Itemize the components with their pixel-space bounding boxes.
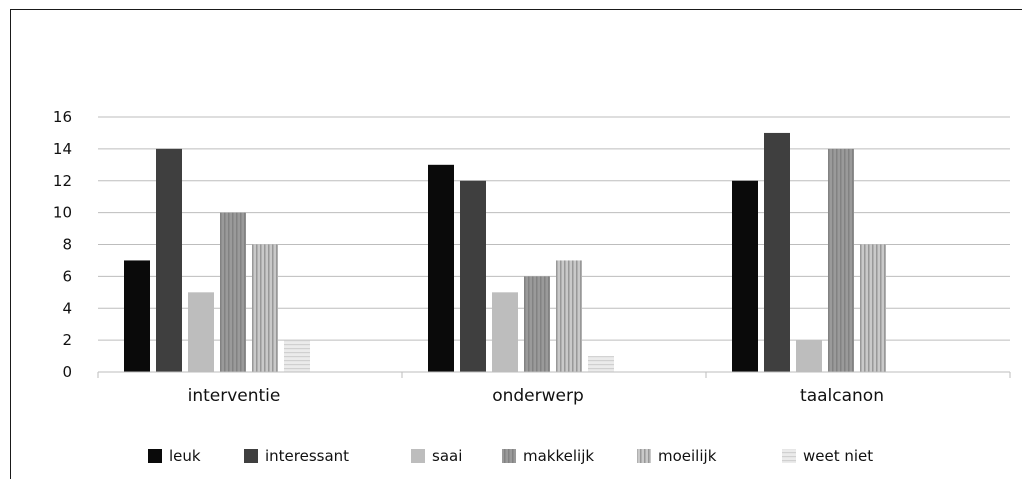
y-axis-ticks: 0 2 4 6 8 10 12 14 16	[53, 108, 72, 381]
legend-label-interessant: interessant	[265, 447, 349, 465]
y-tick-label: 6	[62, 267, 72, 285]
bar-taalcanon-saai	[796, 340, 822, 372]
bar-taalcanon-leuk	[732, 181, 758, 372]
bar-onderwerp-moeilijk	[556, 260, 582, 372]
bar-interventie-moeilijk	[252, 245, 278, 373]
y-tick-label: 16	[53, 108, 72, 126]
x-axis	[98, 372, 1010, 378]
legend: leuk interessant saai makkelijk moeilijk weet…	[148, 447, 873, 465]
y-tick-label: 8	[62, 236, 72, 254]
bar-interventie-weet-niet	[284, 340, 310, 372]
legend-swatch-leuk	[148, 449, 162, 463]
legend-swatch-weet-niet	[782, 449, 796, 463]
y-tick-label: 10	[53, 204, 72, 222]
category-label-taalcanon: taalcanon	[800, 386, 884, 406]
legend-swatch-saai	[411, 449, 425, 463]
bar-taalcanon-moeilijk	[860, 245, 886, 373]
bar-onderwerp-weet-niet	[588, 356, 614, 372]
legend-swatch-moeilijk	[637, 449, 651, 463]
bars	[124, 133, 886, 372]
bar-onderwerp-interessant	[460, 181, 486, 372]
bar-onderwerp-saai	[492, 292, 518, 372]
legend-label-weet-niet: weet niet	[803, 447, 873, 465]
bar-taalcanon-interessant	[764, 133, 790, 372]
y-tick-label: 12	[53, 172, 72, 190]
legend-label-leuk: leuk	[169, 447, 201, 465]
y-tick-label: 14	[53, 140, 72, 158]
bar-taalcanon-makkelijk	[828, 149, 854, 372]
bar-interventie-interessant	[156, 149, 182, 372]
legend-label-makkelijk: makkelijk	[523, 447, 594, 465]
legend-label-moeilijk: moeilijk	[658, 447, 717, 465]
bar-interventie-saai	[188, 292, 214, 372]
y-tick-label: 4	[62, 299, 72, 317]
legend-swatch-makkelijk	[502, 449, 516, 463]
category-label-interventie: interventie	[188, 386, 281, 406]
bar-interventie-leuk	[124, 260, 150, 372]
bar-interventie-makkelijk	[220, 213, 246, 372]
category-label-onderwerp: onderwerp	[492, 386, 584, 406]
bar-onderwerp-makkelijk	[524, 276, 550, 372]
bar-onderwerp-leuk	[428, 165, 454, 372]
y-tick-label: 2	[62, 331, 72, 349]
y-tick-label: 0	[62, 363, 72, 381]
category-labels: interventie onderwerp taalcanon	[188, 386, 884, 406]
legend-swatch-interessant	[244, 449, 258, 463]
legend-label-saai: saai	[432, 447, 462, 465]
